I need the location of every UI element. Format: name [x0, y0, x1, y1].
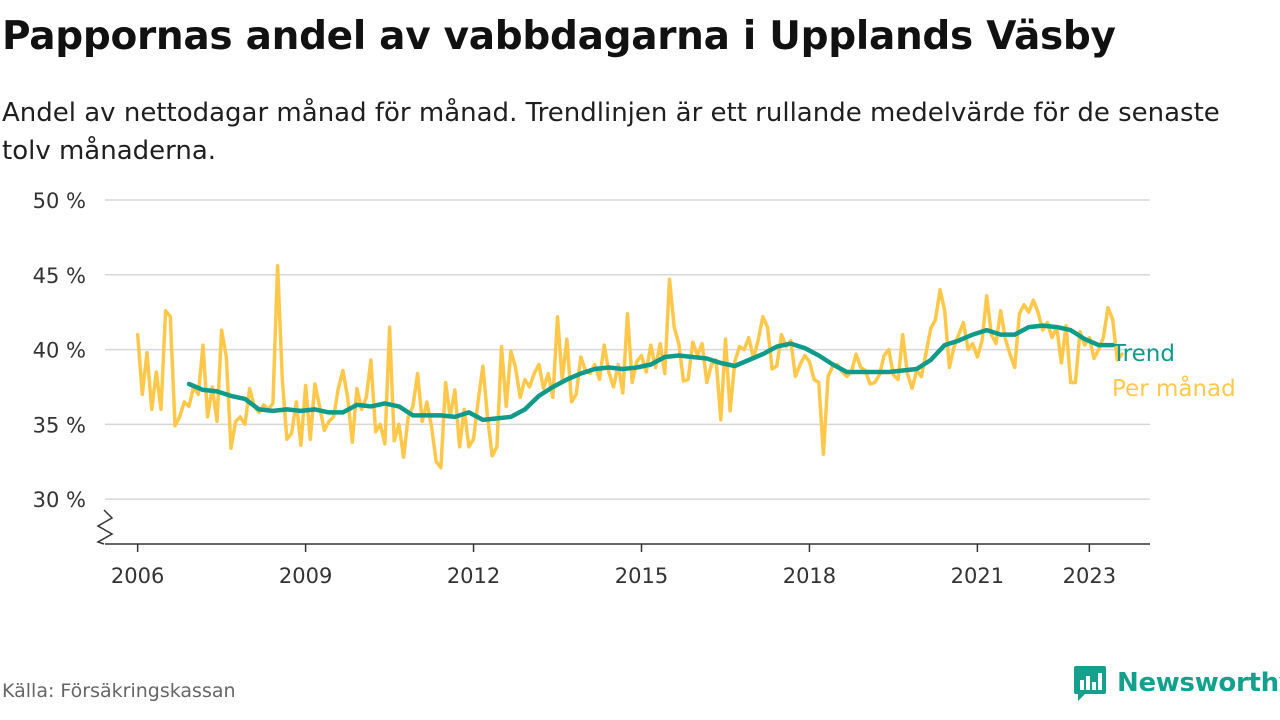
x-tick-label: 2012 [447, 564, 500, 588]
x-tick-label: 2023 [1063, 564, 1116, 588]
series-line-trend [186, 323, 1115, 423]
y-tick-label: 50 % [33, 189, 86, 213]
x-tick-label: 2021 [951, 564, 1004, 588]
series-label-trend: Trend [1111, 341, 1175, 367]
source-note: Källa: Försäkringskassan [2, 680, 236, 702]
chart-subtitle: Andel av nettodagar månad för månad. Tre… [2, 98, 1220, 166]
series-lines [135, 264, 1124, 470]
newsworthy-logo-icon [1074, 666, 1106, 701]
x-axis: 2006 2009 2012 2015 2018 2021 2023 [96, 509, 1150, 588]
axis-break-zigzag [96, 509, 114, 545]
x-tick-label: 2015 [615, 564, 668, 588]
x-tick-label: 2006 [111, 564, 164, 588]
x-tick-label: 2018 [783, 564, 836, 588]
brand-name: Newsworthy [1117, 668, 1280, 698]
series-labels: Per månad Trend [1111, 341, 1236, 402]
y-tick-label: 35 % [33, 413, 86, 437]
series-label-monthly: Per månad [1112, 374, 1236, 402]
y-tick-label: 45 % [33, 264, 86, 288]
series-line-monthly [135, 264, 1124, 470]
y-tick-label: 30 % [33, 488, 86, 512]
y-tick-label: 40 % [33, 339, 86, 363]
grid-lines [105, 199, 1150, 500]
y-axis-tick-labels: 30 % 35 % 40 % 45 % 50 % [33, 189, 86, 512]
x-tick-label: 2009 [279, 564, 332, 588]
brand-logo: Newsworthy [1073, 664, 1280, 702]
page-title: Pappornas andel av vabbdagarna i Uppland… [2, 14, 1116, 59]
